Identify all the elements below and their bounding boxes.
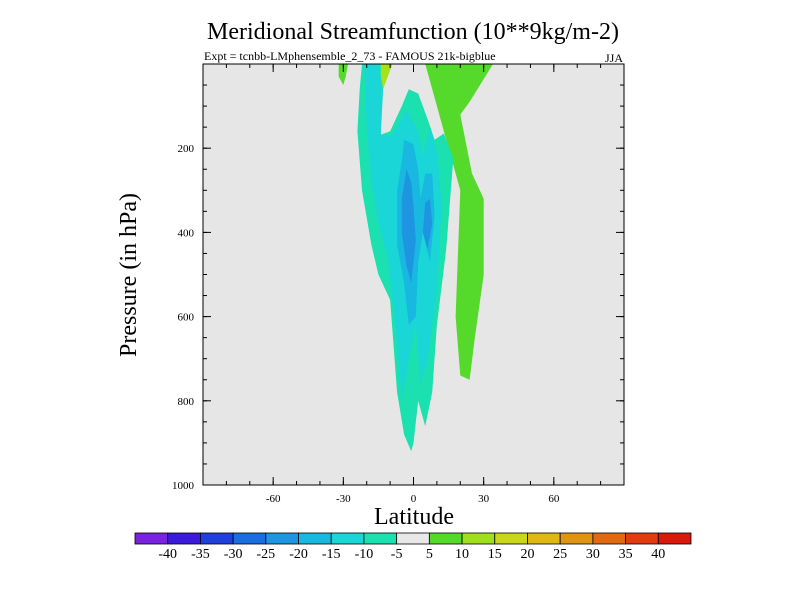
colorbar-swatch	[657, 532, 692, 545]
y-tick-label: 200	[178, 143, 195, 155]
colorbar-swatch	[559, 532, 594, 545]
chart-title: Meridional Streamfunction (10**9kg/m-2)	[207, 19, 619, 45]
colorbar-label: -30	[224, 547, 243, 562]
colorbar-label: -15	[322, 547, 341, 562]
colorbar-swatch	[134, 532, 169, 545]
x-axis-title: Latitude	[374, 504, 454, 530]
colorbar-swatch	[428, 532, 463, 545]
colorbar-label: -35	[191, 547, 210, 562]
colorbar-label: -5	[391, 547, 403, 562]
colorbar-swatch	[167, 532, 201, 545]
x-tick-label: -30	[336, 493, 351, 505]
chart-subtitle: Expt = tcnbb-LMphensemble_2_73 - FAMOUS …	[204, 49, 496, 63]
y-tick-label: 800	[178, 396, 195, 408]
colorbar-swatch	[298, 532, 332, 545]
colorbar-label: 5	[426, 547, 433, 562]
x-tick-label: 60	[548, 493, 560, 505]
contour-region-green-positive-northwest	[338, 64, 348, 85]
colorbar-swatch	[461, 532, 496, 545]
contour-region-blue-negative-east-core	[422, 198, 433, 250]
x-tick-label: -60	[266, 493, 281, 505]
colorbar-swatch	[200, 532, 234, 545]
x-tick-label: 30	[478, 493, 490, 505]
colorbar-label: -20	[289, 547, 308, 562]
colorbar-label: -40	[158, 547, 177, 562]
y-tick-label: 400	[178, 227, 195, 239]
colorbar-swatch	[592, 532, 626, 545]
colorbar-label: -10	[355, 547, 374, 562]
contour-region-blue-negative-core	[401, 169, 416, 283]
y-axis-title: Pressure (in hPa)	[116, 193, 142, 357]
colorbar-swatch	[625, 532, 659, 545]
colorbar-swatch	[396, 532, 430, 545]
x-tick-label: 0	[411, 493, 417, 505]
colorbar-swatch	[232, 532, 267, 545]
colorbar-swatch	[494, 532, 528, 545]
colorbar-label: 40	[651, 547, 665, 562]
colorbar-label: 25	[553, 547, 567, 562]
colorbar-swatch	[527, 532, 561, 545]
y-tick-label: 600	[178, 312, 195, 324]
colorbar-label: 30	[586, 547, 600, 562]
colorbar-label: 10	[455, 547, 469, 562]
contour-region-green-positive-east	[425, 64, 493, 380]
y-tick-label: 1000	[172, 480, 195, 492]
colorbar-label: 15	[488, 547, 502, 562]
colorbar-label: 20	[520, 547, 534, 562]
colorbar-label: 35	[619, 547, 633, 562]
season-label: JJA	[605, 51, 623, 65]
colorbar-swatch	[265, 532, 299, 545]
colorbar-swatch	[330, 532, 365, 545]
colorbar-label: -25	[256, 547, 275, 562]
colorbar-swatch	[363, 532, 398, 545]
